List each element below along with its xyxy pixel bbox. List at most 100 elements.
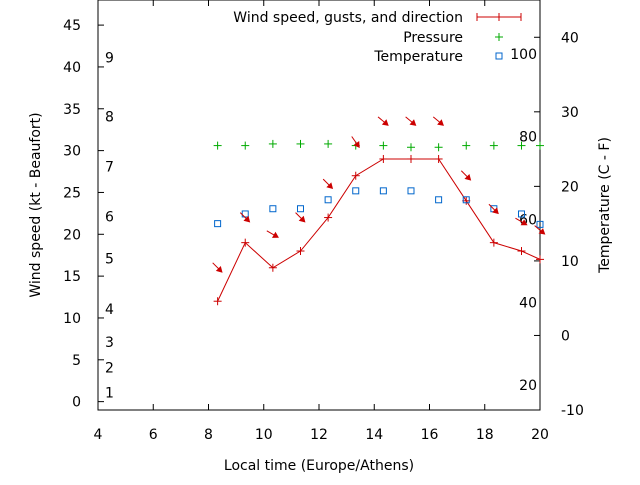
wind-speed-point — [536, 255, 544, 264]
wind-speed-point — [324, 213, 333, 222]
temperature-point — [517, 210, 525, 218]
temperature-point — [407, 187, 415, 195]
arrow-head — [326, 182, 334, 190]
fahrenheit-label: 20 — [519, 378, 537, 394]
wind-direction-arrow — [534, 225, 546, 235]
x-tick-label: 20 — [531, 427, 549, 443]
x-tick-label: 16 — [421, 427, 439, 443]
wind-direction-arrow — [377, 116, 389, 126]
wind-direction-arrow — [488, 203, 499, 215]
y-left-axis-label: Wind speed (kt - Beaufort) — [28, 112, 44, 297]
wind-speed-line — [217, 158, 541, 302]
temperature-point — [269, 205, 277, 213]
arrow-head — [271, 231, 279, 238]
wind-direction-arrow — [351, 136, 360, 148]
arrow-head — [353, 141, 360, 148]
beaufort-label: 8 — [105, 109, 114, 125]
temperature-point — [324, 196, 332, 204]
y-left-tick-label: 20 — [63, 227, 81, 243]
arrow-head — [538, 228, 546, 235]
wind-speed-point — [213, 297, 222, 306]
y-left-tick-label: 35 — [63, 102, 81, 118]
wind-speed-point — [268, 263, 277, 272]
wind-direction-arrow — [405, 116, 417, 126]
y-left-tick-label: 25 — [63, 185, 81, 201]
beaufort-label: 2 — [105, 360, 114, 376]
y-right-tick-label: 0 — [561, 328, 570, 344]
y-left-tick-label: 30 — [63, 144, 81, 160]
x-tick-label: 6 — [149, 427, 158, 443]
wind-speed-point — [241, 238, 250, 247]
pressure-point — [268, 139, 277, 148]
pressure-point — [296, 139, 305, 148]
temperature-point — [352, 187, 360, 195]
pressure-point — [462, 141, 471, 150]
pressure-point — [434, 143, 443, 152]
y-left-tick-label: 0 — [72, 395, 81, 411]
y-right-tick-label: 20 — [561, 179, 579, 195]
y-right-tick-label: 10 — [561, 254, 579, 270]
arrow-head — [492, 207, 499, 215]
beaufort-label: 1 — [105, 385, 114, 401]
beaufort-label: 5 — [105, 252, 114, 268]
beaufort-label: 3 — [105, 335, 114, 351]
wind-speed-point — [296, 247, 305, 256]
x-tick-label: 8 — [204, 427, 213, 443]
x-tick-label: 18 — [476, 427, 494, 443]
pressure-point — [489, 141, 498, 150]
wind-direction-arrow — [295, 212, 306, 223]
wind-speed-point — [379, 154, 388, 163]
y-right-tick-label: 30 — [561, 105, 579, 121]
pressure-point — [406, 143, 415, 152]
y-left-tick-label: 5 — [72, 353, 81, 369]
wind-direction-arrow — [460, 170, 472, 181]
temperature-point — [462, 196, 470, 204]
wind-direction-arrow — [266, 230, 279, 238]
arrow-head — [215, 265, 223, 273]
pressure-point — [379, 141, 388, 150]
wind-speed-point — [517, 247, 526, 256]
fahrenheit-label: 100 — [510, 47, 537, 63]
temperature-point — [214, 220, 222, 228]
beaufort-label: 4 — [105, 302, 114, 318]
plot-frame — [97, 0, 541, 411]
arrow-head — [464, 173, 472, 181]
wind-speed-point — [434, 154, 443, 163]
x-axis-label: Local time (Europe/Athens) — [224, 458, 414, 474]
pressure-point — [241, 141, 250, 150]
arrow-head — [298, 215, 306, 223]
x-tick-label: 12 — [310, 427, 328, 443]
y-right-tick-label: 40 — [561, 30, 579, 46]
fahrenheit-label: 40 — [519, 295, 537, 311]
pressure-point — [213, 141, 222, 150]
wind-direction-arrow — [212, 262, 223, 273]
pressure-point — [517, 141, 526, 150]
x-tick-label: 10 — [255, 427, 273, 443]
fahrenheit-label: 60 — [519, 212, 537, 228]
y-left-tick-label: 15 — [63, 269, 81, 285]
pressure-point — [536, 141, 544, 150]
legend-label: Wind speed, gusts, and direction — [233, 10, 463, 26]
legend-label: Pressure — [403, 30, 463, 46]
beaufort-label: 6 — [105, 210, 114, 226]
arrow-head — [243, 215, 251, 223]
arrow-head — [437, 119, 444, 126]
wind-speed-point — [489, 238, 498, 247]
legend-temperature-marker — [495, 52, 503, 60]
wind-direction-arrow — [515, 217, 528, 226]
wind-speed-point — [351, 171, 360, 180]
beaufort-label: 7 — [105, 160, 114, 176]
y-left-tick-label: 45 — [63, 18, 81, 34]
temperature-point — [536, 220, 544, 228]
arrow-head — [381, 119, 389, 126]
temperature-point — [435, 196, 443, 204]
wind-speed-point — [406, 154, 415, 163]
pressure-point — [324, 139, 333, 148]
x-tick-label: 14 — [365, 427, 383, 443]
temperature-point — [379, 187, 387, 195]
temperature-point — [296, 205, 304, 213]
wind-direction-arrow — [432, 116, 444, 126]
beaufort-label: 9 — [105, 51, 114, 67]
